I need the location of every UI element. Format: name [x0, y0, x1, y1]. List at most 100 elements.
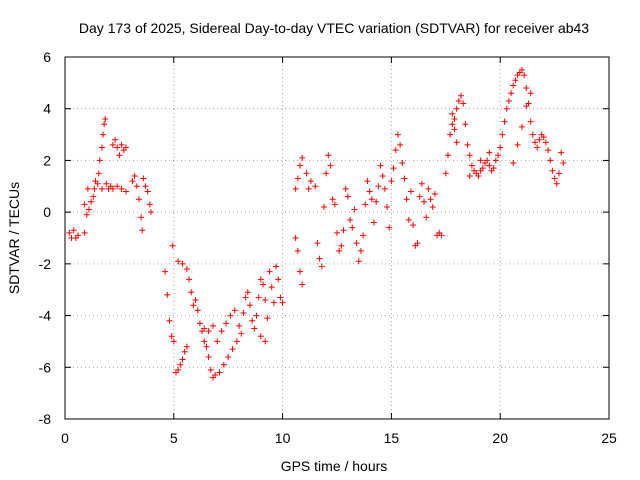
- data-point: [260, 281, 267, 288]
- data-point: [377, 162, 384, 169]
- data-point: [503, 105, 510, 112]
- data-point: [477, 157, 484, 164]
- data-point: [109, 141, 116, 148]
- data-point: [455, 97, 462, 104]
- data-point: [499, 131, 506, 138]
- data-point: [175, 366, 182, 373]
- data-point: [205, 328, 212, 335]
- y-tick-label: -6: [39, 359, 52, 375]
- y-tick-label: 6: [43, 49, 51, 65]
- x-tick-label: 0: [61, 430, 69, 446]
- data-point: [449, 121, 456, 128]
- plot-frame: [64, 56, 610, 420]
- data-point: [142, 183, 149, 190]
- x-tick-label: 5: [170, 430, 178, 446]
- data-point: [257, 333, 264, 340]
- data-point: [553, 180, 560, 187]
- data-point: [451, 116, 458, 123]
- data-point: [102, 116, 109, 123]
- data-point: [325, 152, 332, 159]
- data-point: [175, 258, 182, 265]
- data-point: [129, 178, 136, 185]
- data-point: [425, 185, 432, 192]
- x-tick-label: 20: [492, 430, 508, 446]
- data-point: [331, 201, 338, 208]
- data-point: [225, 353, 232, 360]
- data-point: [344, 193, 351, 200]
- data-point: [83, 211, 90, 218]
- data-point: [505, 97, 512, 104]
- data-point: [244, 289, 251, 296]
- data-point: [479, 165, 486, 172]
- data-point: [429, 203, 436, 210]
- data-point: [181, 348, 188, 355]
- data-point: [390, 165, 397, 172]
- data-point: [299, 281, 306, 288]
- data-point: [464, 141, 471, 148]
- data-point: [177, 361, 184, 368]
- data-point: [229, 346, 236, 353]
- data-point: [194, 307, 201, 314]
- data-point: [347, 216, 354, 223]
- data-point: [529, 131, 536, 138]
- data-point: [381, 185, 388, 192]
- data-point: [114, 144, 121, 151]
- data-point: [81, 201, 88, 208]
- data-point: [144, 188, 151, 195]
- data-point: [527, 118, 534, 125]
- data-point: [270, 299, 277, 306]
- x-tick-label: 15: [384, 430, 400, 446]
- data-point: [122, 188, 129, 195]
- data-point: [342, 185, 349, 192]
- data-point: [169, 242, 176, 249]
- data-point: [109, 185, 116, 192]
- data-point: [323, 170, 330, 177]
- data-point: [542, 139, 549, 146]
- data-point: [84, 185, 91, 192]
- data-point: [549, 167, 556, 174]
- data-point: [240, 309, 247, 316]
- data-point: [486, 149, 493, 156]
- data-point: [449, 110, 456, 117]
- data-point: [139, 227, 146, 234]
- data-point: [379, 172, 386, 179]
- data-point: [183, 266, 190, 273]
- data-point: [351, 206, 358, 213]
- data-point: [501, 118, 508, 125]
- x-axis-label: GPS time / hours: [281, 458, 388, 474]
- data-point: [75, 232, 82, 239]
- data-point: [170, 338, 177, 345]
- data-point: [236, 322, 243, 329]
- data-point: [508, 90, 515, 97]
- data-point: [297, 268, 304, 275]
- data-point: [366, 188, 373, 195]
- data-point: [266, 268, 273, 275]
- data-point: [212, 372, 219, 379]
- data-point: [466, 152, 473, 159]
- data-point: [442, 170, 449, 177]
- data-point: [497, 144, 504, 151]
- data-point: [218, 328, 225, 335]
- data-point: [192, 297, 199, 304]
- data-point: [475, 172, 482, 179]
- data-point: [231, 307, 238, 314]
- data-point: [312, 183, 319, 190]
- data-point: [164, 291, 171, 298]
- data-point: [360, 232, 367, 239]
- data-point: [147, 209, 154, 216]
- data-point: [370, 219, 377, 226]
- data-point: [100, 131, 107, 138]
- data-point: [264, 315, 271, 322]
- data-point: [146, 201, 153, 208]
- x-axis-ticks: 0 5 10 15 20 25: [61, 57, 617, 446]
- data-point: [386, 224, 393, 231]
- data-point: [327, 162, 334, 169]
- data-point: [416, 193, 423, 200]
- x-tick-label: 10: [275, 430, 291, 446]
- data-point: [421, 198, 428, 205]
- data-point: [112, 136, 119, 143]
- data-point: [392, 147, 399, 154]
- data-point: [292, 185, 299, 192]
- data-point: [512, 77, 519, 84]
- data-point: [355, 258, 362, 265]
